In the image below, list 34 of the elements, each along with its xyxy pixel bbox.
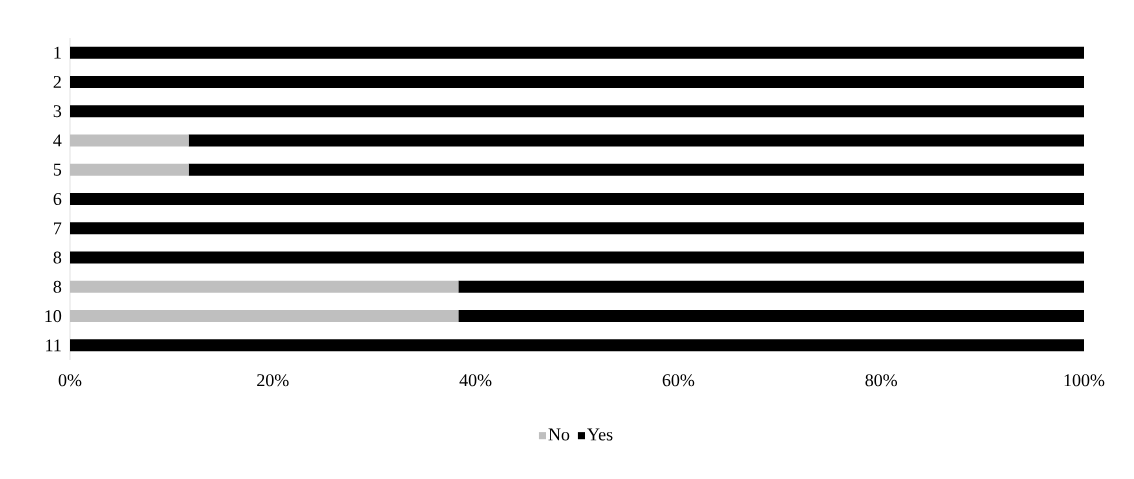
bar (70, 193, 1084, 205)
x-tick-label: 20% (257, 374, 289, 387)
bar (70, 310, 459, 323)
bar (70, 134, 189, 147)
y-tick-label: 3 (53, 105, 62, 118)
bar (70, 163, 189, 176)
bar (70, 251, 1084, 264)
y-tick-label: 11 (46, 339, 61, 352)
y-tick-label: 1 (54, 46, 61, 59)
x-tick-label: 40% (459, 374, 492, 387)
x-tick-label: 60% (662, 374, 695, 387)
bar (458, 280, 1084, 293)
x-tick-label: 0% (58, 374, 82, 387)
legend-label: Yes (587, 428, 613, 441)
y-tick-label: 2 (53, 75, 61, 88)
bar (188, 163, 1084, 176)
y-tick-label: 10 (45, 310, 62, 323)
bar (70, 339, 1084, 352)
y-tick-label: 8 (53, 280, 62, 293)
bar (70, 75, 1084, 88)
y-tick-label: 8 (53, 251, 62, 264)
x-tick-label: 80% (865, 374, 898, 387)
bar (70, 46, 1084, 59)
y-tick-label: 6 (53, 192, 62, 206)
bar (458, 310, 1084, 323)
y-tick-label: 7 (54, 222, 62, 235)
x-tick-label: 100% (1064, 374, 1105, 387)
y-tick-label: 5 (53, 163, 62, 176)
bar (70, 280, 459, 293)
bar (70, 105, 1084, 118)
bar (70, 222, 1084, 235)
legend-label: No (548, 428, 570, 441)
y-tick-label: 4 (53, 134, 62, 147)
bar (188, 134, 1084, 147)
